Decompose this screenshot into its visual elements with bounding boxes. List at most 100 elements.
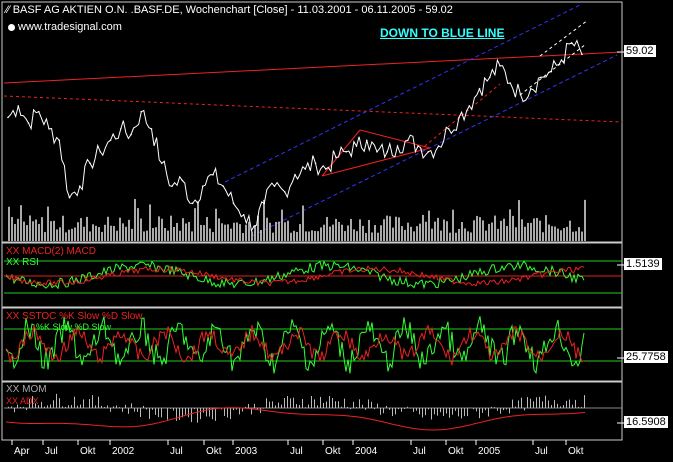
price-point	[427, 150, 430, 153]
momentum-bar	[398, 408, 399, 410]
source-label[interactable]: www.tradesignal.com	[8, 21, 122, 33]
momentum-bar	[443, 408, 444, 417]
stoch-sub-label: %K Slow %D Slow	[36, 322, 112, 332]
momentum-bar	[551, 405, 552, 408]
momentum-bar	[293, 397, 294, 408]
momentum-bar	[200, 408, 201, 420]
volume-bar	[530, 222, 532, 241]
volume-bar	[542, 232, 544, 241]
price-point	[99, 150, 102, 153]
momentum-bar	[452, 408, 453, 415]
momentum-bar	[449, 408, 450, 418]
x-tick-label: Apr	[14, 446, 30, 457]
blue-lower-channel	[251, 54, 618, 237]
momentum-bar	[464, 408, 465, 417]
momentum-bar	[434, 408, 435, 415]
volume-bar	[38, 223, 40, 241]
price-point	[58, 139, 61, 142]
price-point	[324, 168, 327, 170]
volume-bar	[140, 218, 142, 241]
momentum-bar	[131, 403, 132, 408]
momentum-bar	[71, 405, 72, 408]
volume-bar	[116, 230, 118, 241]
red-resistance-line	[3, 51, 623, 84]
volume-bar	[95, 225, 97, 241]
volume-bar	[89, 231, 91, 241]
volume-bar	[203, 225, 205, 241]
momentum-bar	[461, 408, 462, 419]
momentum-bar	[146, 408, 147, 410]
volume-bar	[380, 225, 382, 241]
price-point	[294, 173, 296, 176]
momentum-bar	[284, 397, 285, 408]
momentum-bar	[191, 408, 192, 423]
momentum-bar	[272, 401, 273, 408]
volume-bar	[260, 229, 262, 241]
volume-bar	[173, 226, 175, 241]
price-point	[560, 59, 563, 61]
source-text: www.tradesignal.com	[18, 21, 122, 33]
momentum-bar	[158, 408, 159, 418]
mom-value-label: 16.5908	[624, 416, 668, 428]
volume-bar	[272, 232, 274, 241]
volume-bar	[440, 230, 442, 241]
volume-bar	[545, 215, 547, 241]
volume-bar	[158, 216, 160, 241]
momentum-bar	[140, 408, 141, 418]
momentum-bar	[299, 404, 300, 408]
volume-bar	[326, 216, 328, 241]
momentum-bar	[206, 408, 207, 417]
x-tick-label: Jul	[535, 446, 548, 457]
volume-bar	[119, 217, 121, 241]
momentum-bar	[530, 398, 531, 408]
price-point	[17, 105, 20, 107]
momentum-bar	[236, 408, 237, 410]
volume-bar	[92, 224, 94, 241]
volume-bar	[227, 224, 229, 241]
volume-bar	[281, 209, 283, 241]
price-point	[335, 156, 337, 159]
volume-bar	[371, 232, 373, 241]
price-point	[468, 105, 471, 107]
volume-bar	[437, 217, 439, 241]
momentum-bar	[425, 408, 426, 416]
volume-bar	[515, 227, 517, 241]
volume-bar	[35, 219, 37, 241]
momentum-bar	[314, 399, 315, 408]
price-point	[89, 162, 91, 165]
volume-bar	[83, 226, 85, 241]
volume-bar	[365, 232, 367, 241]
momentum-bar	[242, 408, 243, 412]
momentum-bar	[326, 401, 327, 408]
volume-bar	[20, 205, 22, 241]
momentum-bar	[506, 408, 507, 410]
volume-bar	[431, 228, 433, 241]
volume-bar	[416, 226, 418, 241]
volume-bar	[467, 231, 469, 241]
momentum-bar	[101, 405, 102, 408]
momentum-bar	[395, 408, 396, 415]
momentum-bar	[458, 408, 459, 417]
momentum-bar	[380, 408, 381, 415]
volume-bar	[137, 208, 139, 241]
momentum-bar	[368, 399, 369, 408]
volume-bar	[572, 231, 574, 241]
price-point	[242, 214, 245, 216]
momentum-bar	[419, 408, 420, 415]
volume-bar	[485, 230, 487, 241]
momentum-bar	[185, 408, 186, 415]
volume-bar	[524, 226, 526, 241]
volume-bar	[206, 217, 208, 241]
volume-bar	[164, 228, 166, 241]
volume-bar	[200, 224, 202, 241]
volume-bar	[557, 228, 559, 241]
x-tick-label: 2002	[112, 446, 135, 457]
momentum-bar	[497, 408, 498, 411]
price-value-label: 59.02	[624, 45, 656, 57]
volume-bar	[191, 231, 193, 241]
volume-bar	[359, 219, 361, 241]
momentum-bar	[38, 405, 39, 408]
volume-bar	[47, 206, 49, 241]
momentum-bar	[548, 400, 549, 408]
momentum-bar	[488, 408, 489, 417]
